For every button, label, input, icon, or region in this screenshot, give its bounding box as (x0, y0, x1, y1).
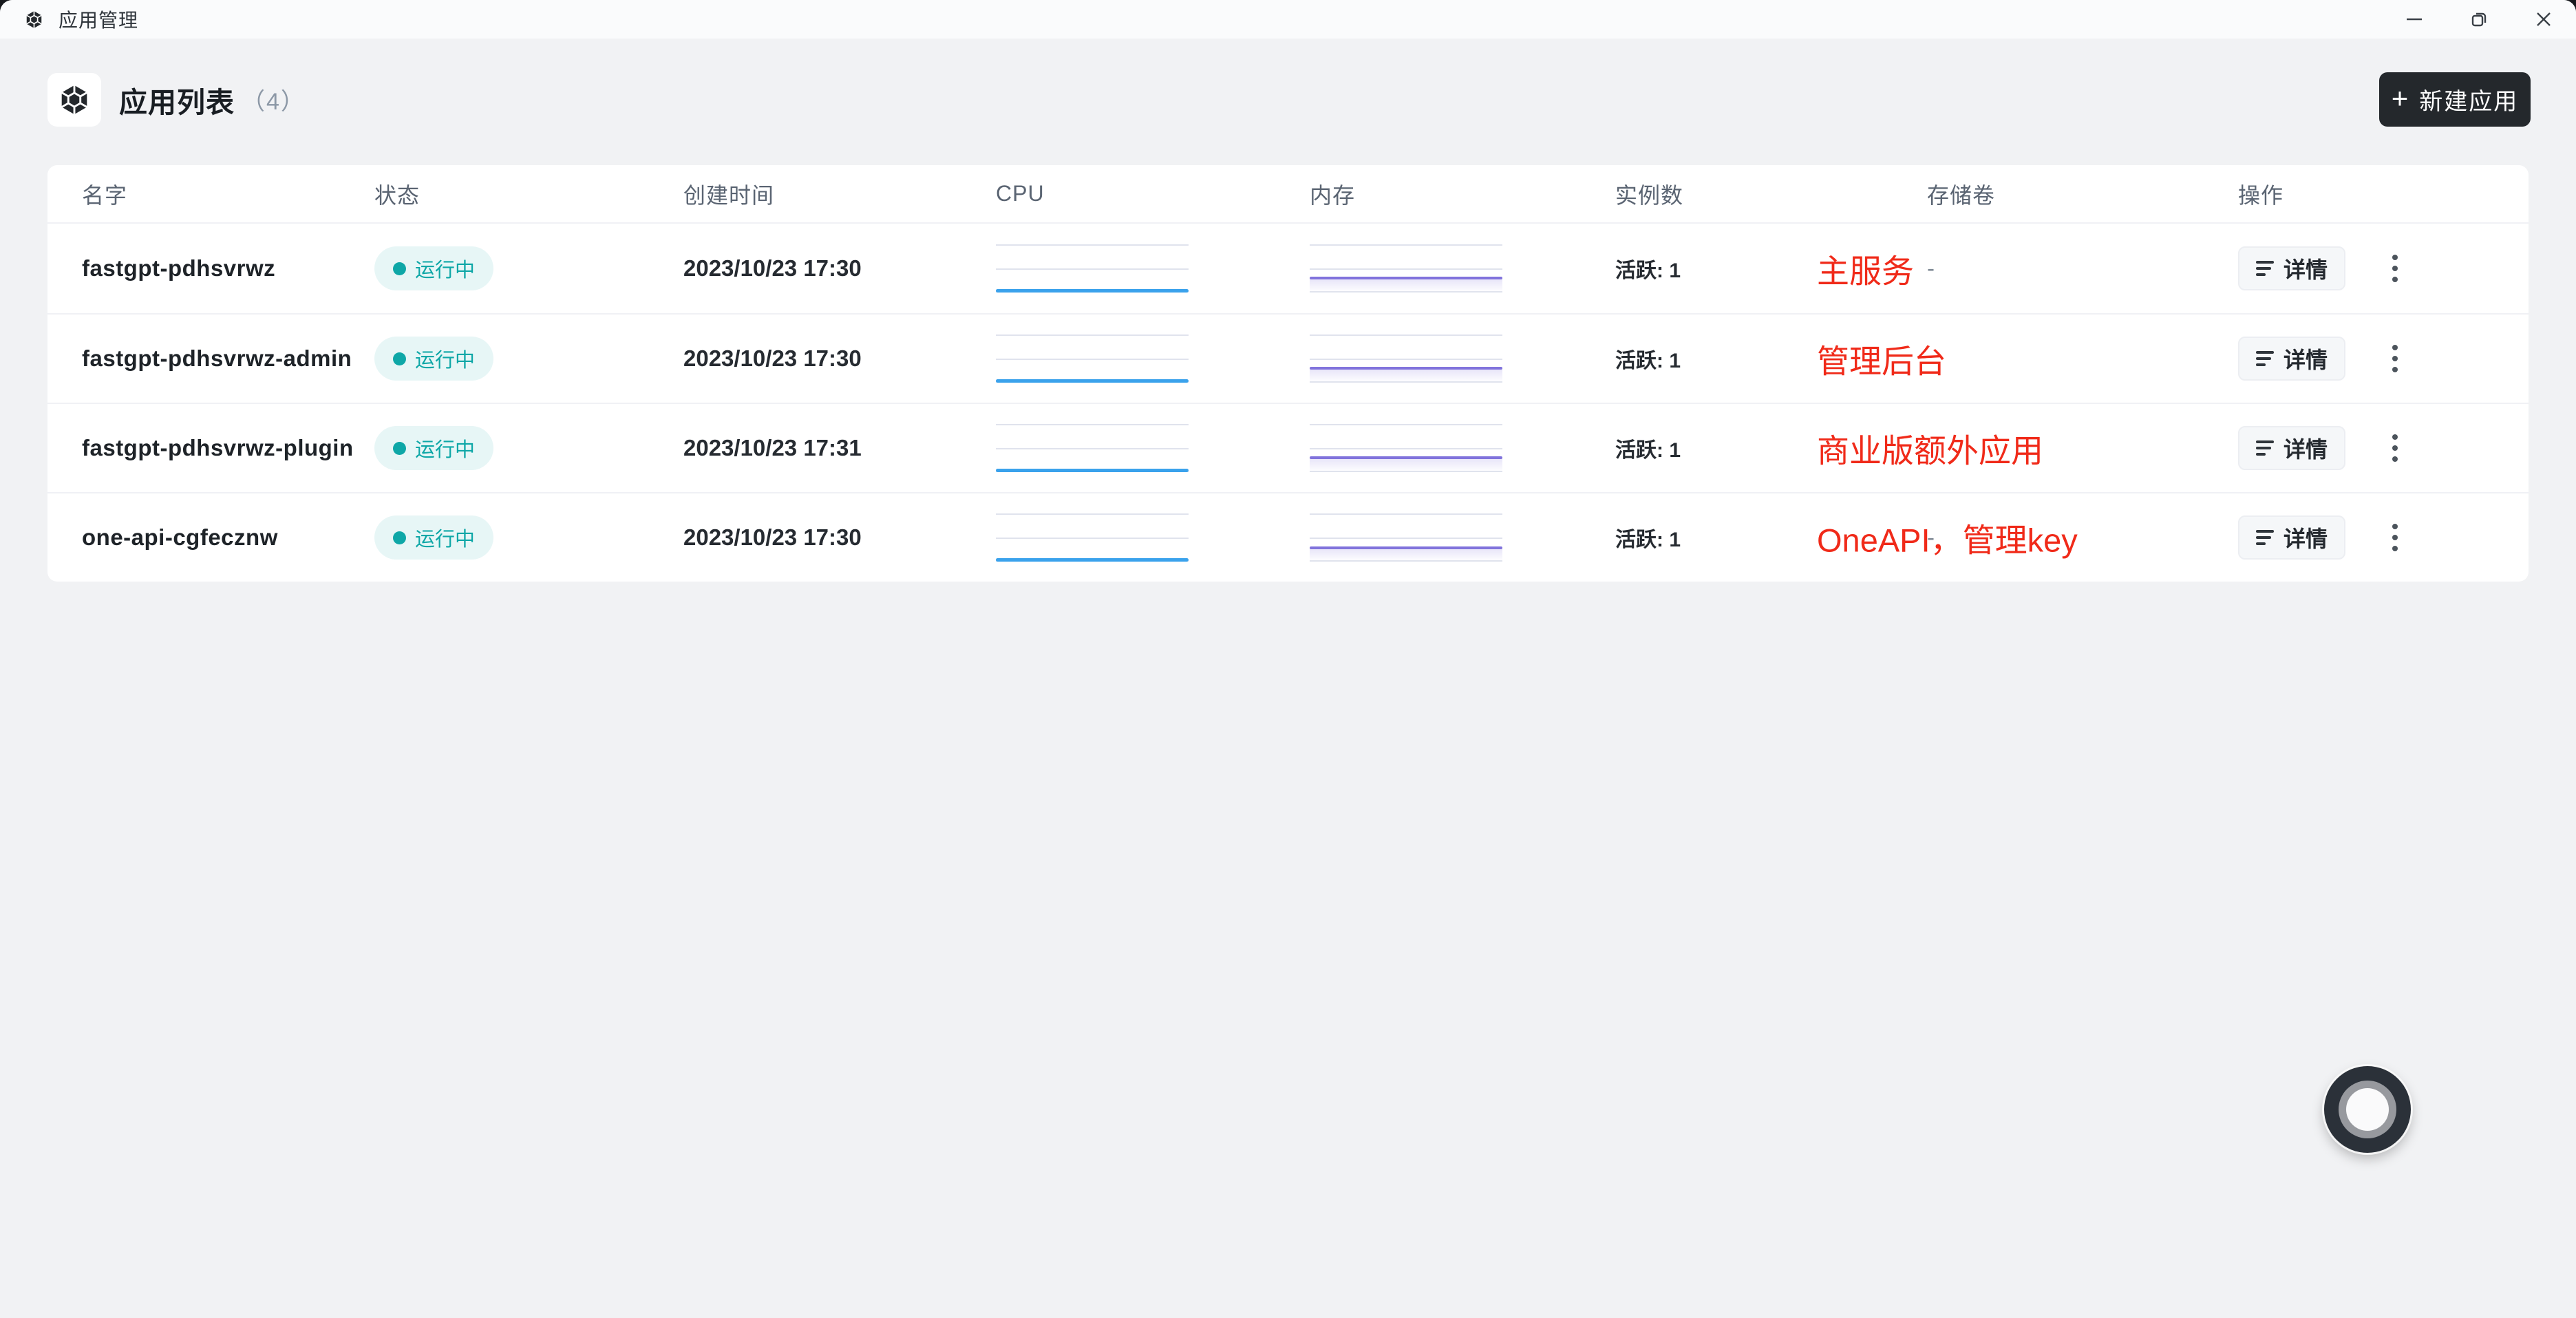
memory-sparkline (1310, 244, 1502, 293)
memory-sparkline (1310, 334, 1502, 383)
more-options-button[interactable] (2385, 248, 2405, 289)
ring-icon (2339, 1081, 2396, 1138)
storage-cell: - 主服务 (1817, 253, 2238, 290)
status-badge: 运行中 (374, 426, 494, 470)
status-label: 运行中 (415, 529, 476, 551)
new-app-label: 新建应用 (2419, 89, 2519, 115)
list-icon (2256, 261, 2274, 276)
status-dot-icon (393, 531, 406, 544)
instance-count: 活跃: 1 (1615, 259, 1681, 282)
status-label: 运行中 (415, 439, 476, 461)
app-name: fastgpt-pdhsvrwz-plugin (82, 435, 354, 460)
col-storage: 存储卷 (1927, 182, 1996, 208)
col-instances: 实例数 (1615, 182, 1684, 208)
col-created: 创建时间 (683, 182, 775, 208)
maximize-restore-button[interactable] (2447, 0, 2511, 39)
table-header: 名字 状态 创建时间 CPU 内存 实例数 存储卷 操作 (47, 165, 2529, 224)
app-name: fastgpt-pdhsvrwz (82, 255, 276, 281)
cpu-sparkline (996, 244, 1189, 293)
instance-count: 活跃: 1 (1615, 529, 1681, 551)
created-time: 2023/10/23 17:30 (683, 255, 862, 281)
window-controls (2382, 0, 2576, 39)
app-name: fastgpt-pdhsvrwz-admin (82, 346, 352, 371)
minimize-icon (2407, 18, 2422, 21)
detail-button[interactable]: 详情 (2238, 246, 2346, 290)
app-count: （4） (242, 89, 306, 115)
more-options-button[interactable] (2385, 517, 2405, 558)
table-row[interactable]: fastgpt-pdhsvrwz 运行中 2023/10/23 17:30 活跃… (47, 224, 2529, 313)
detail-label: 详情 (2284, 437, 2328, 462)
storage-value: - (1927, 255, 1935, 281)
annotation-overlay: OneAPI，管理key (1817, 522, 2078, 559)
col-memory: 内存 (1310, 182, 1356, 208)
app-logo-icon (25, 10, 43, 29)
memory-sparkline (1310, 513, 1502, 562)
cpu-sparkline (996, 513, 1189, 562)
floating-assistant-button[interactable] (2324, 1066, 2411, 1153)
created-time: 2023/10/23 17:30 (683, 346, 862, 371)
col-cpu: CPU (996, 181, 1045, 206)
content-area: 应用列表 （4） + 新建应用 名字 状态 创建时间 CPU 内存 实例数 存储… (0, 39, 2576, 1318)
app-name: one-api-cgfecznw (82, 524, 278, 550)
storage-cell: - OneAPI，管理key (1817, 522, 2238, 559)
window-title: 应用管理 (58, 10, 139, 31)
cpu-sparkline (996, 334, 1189, 383)
created-time: 2023/10/23 17:30 (683, 524, 862, 550)
cpu-sparkline (996, 424, 1189, 472)
col-actions: 操作 (2238, 182, 2284, 208)
status-dot-icon (393, 441, 406, 455)
created-time: 2023/10/23 17:31 (683, 435, 862, 460)
detail-label: 详情 (2284, 527, 2328, 551)
close-icon (2537, 12, 2551, 26)
storage-value: - (1927, 524, 1935, 550)
more-options-button[interactable] (2385, 427, 2405, 469)
more-options-button[interactable] (2385, 338, 2405, 379)
detail-button[interactable]: 详情 (2238, 426, 2346, 470)
instance-count: 活跃: 1 (1615, 439, 1681, 462)
list-icon (2256, 351, 2274, 366)
actions-cell: 详情 (2238, 337, 2529, 381)
status-badge: 运行中 (374, 337, 494, 381)
detail-label: 详情 (2284, 257, 2328, 282)
list-icon (2256, 530, 2274, 545)
instance-count: 活跃: 1 (1615, 350, 1681, 372)
status-dot-icon (393, 352, 406, 365)
page-header: 应用列表 （4） + 新建应用 (47, 72, 2531, 127)
memory-sparkline (1310, 424, 1502, 472)
page-title: 应用列表 (119, 86, 235, 118)
detail-label: 详情 (2284, 348, 2328, 372)
actions-cell: 详情 (2238, 515, 2529, 560)
new-app-button[interactable]: + 新建应用 (2379, 72, 2531, 127)
gem-icon (61, 83, 88, 116)
detail-button[interactable]: 详情 (2238, 337, 2346, 381)
restore-icon (2471, 12, 2487, 27)
status-badge: 运行中 (374, 515, 494, 560)
actions-cell: 详情 (2238, 246, 2529, 290)
status-label: 运行中 (415, 259, 476, 281)
close-button[interactable] (2511, 0, 2576, 39)
annotation-overlay: 商业版额外应用 (1817, 432, 2043, 469)
annotation-overlay: 主服务 (1817, 253, 1914, 290)
app-table: 名字 状态 创建时间 CPU 内存 实例数 存储卷 操作 fastgpt-pdh… (47, 165, 2529, 582)
table-row[interactable]: fastgpt-pdhsvrwz-plugin 运行中 2023/10/23 1… (47, 403, 2529, 492)
detail-button[interactable]: 详情 (2238, 515, 2346, 560)
table-row[interactable]: fastgpt-pdhsvrwz-admin 运行中 2023/10/23 17… (47, 313, 2529, 403)
list-icon (2256, 440, 2274, 456)
status-dot-icon (393, 262, 406, 275)
annotation-overlay: 管理后台 (1817, 343, 1946, 380)
status-label: 运行中 (415, 350, 476, 372)
plus-icon: + (2391, 82, 2409, 114)
actions-cell: 详情 (2238, 426, 2529, 470)
minimize-button[interactable] (2382, 0, 2447, 39)
titlebar[interactable]: 应用管理 (0, 0, 2576, 39)
col-status: 状态 (374, 182, 421, 208)
col-name: 名字 (82, 182, 128, 208)
status-badge: 运行中 (374, 246, 494, 290)
table-row[interactable]: one-api-cgfecznw 运行中 2023/10/23 17:30 活跃… (47, 492, 2529, 582)
app-list-logo (47, 72, 101, 127)
